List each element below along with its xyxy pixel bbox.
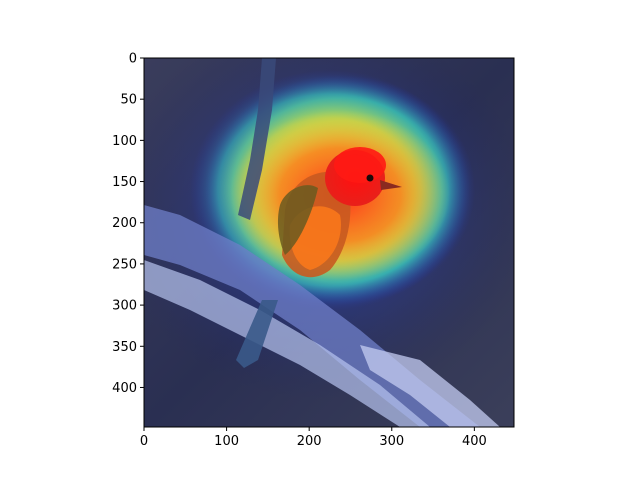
y-tick-label: 150 <box>112 175 137 190</box>
x-tick-label: 300 <box>379 434 404 449</box>
plot-frame <box>143 57 515 428</box>
bird-heatmap-image <box>144 58 514 427</box>
y-tick-label: 50 <box>120 93 137 108</box>
y-tick-label: 250 <box>112 257 137 272</box>
y-tick-label: 350 <box>112 340 137 355</box>
x-tick-label: 200 <box>297 434 322 449</box>
x-tick-label: 400 <box>462 434 487 449</box>
y-tick-label: 200 <box>112 216 137 231</box>
y-axis: 0 50 100 150 200 250 300 350 400 <box>112 52 144 396</box>
x-tick-label: 100 <box>214 434 239 449</box>
y-tick-label: 300 <box>112 299 137 314</box>
y-tick-label: 0 <box>129 52 137 67</box>
y-tick-label: 400 <box>112 381 137 396</box>
y-tick-label: 100 <box>112 134 137 149</box>
x-tick-label: 0 <box>140 434 148 449</box>
x-axis: 0 100 200 300 400 <box>140 427 487 449</box>
